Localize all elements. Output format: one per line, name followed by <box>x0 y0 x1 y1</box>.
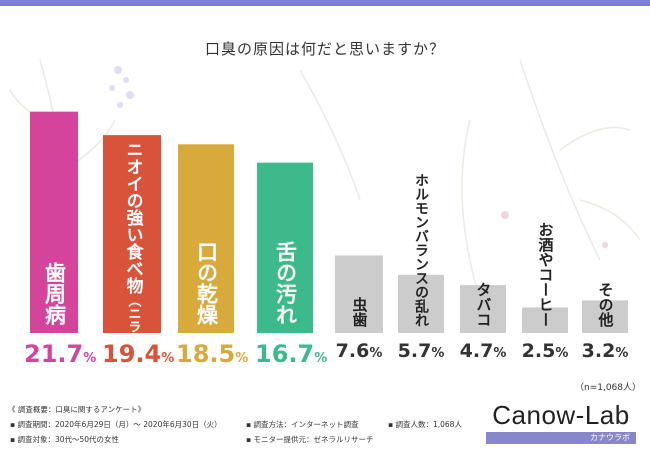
survey-monitor: ▪ モニター提供元：ゼネラルリサーチ <box>246 435 374 444</box>
survey-count: ▪ 調査人数：1,068人 <box>388 420 462 429</box>
bar-2 <box>103 135 161 333</box>
survey-method: ▪ 調査方法：インターネット調査 <box>246 420 359 429</box>
value-label-1: 21.7% <box>24 340 96 368</box>
top-accent-bar <box>0 0 650 6</box>
value-number-7: 4.7 <box>459 340 494 362</box>
value-label-4: 16.7% <box>255 340 327 368</box>
bar-label-text-2: ニオイの強い食べ物 <box>122 141 143 295</box>
value-label-7: 4.7% <box>453 340 513 362</box>
bar-label-text-8: お酒やコーヒー <box>536 222 555 327</box>
value-unit-8: % <box>555 346 569 361</box>
logo-sub: カナウラボ <box>590 433 630 442</box>
survey-period: ▪ 調査期間：2020年6月29日（月）～ 2020年6月30日（火） <box>10 420 222 429</box>
value-number-2: 19.4 <box>102 340 162 368</box>
value-number-9: 3.2 <box>581 340 616 362</box>
bar-5 <box>335 255 383 333</box>
bar-label-text-4: 舌の汚れ <box>273 241 298 325</box>
bar-label-text-6: ホルモンバランスの乱れ <box>413 173 429 327</box>
bar-label-6: ホルモンバランスの乱れ <box>413 173 429 327</box>
value-label-5: 7.6% <box>329 340 389 362</box>
bar-label-4: 舌の汚れ <box>273 241 298 325</box>
value-label-9: 3.2% <box>575 340 635 362</box>
bar-label-7: タバコ <box>474 282 493 327</box>
chart-title: 口臭の原因は何だと思いますか？ <box>204 40 445 58</box>
value-unit-6: % <box>431 346 445 361</box>
bar-label-8: お酒やコーヒー <box>536 222 555 327</box>
bar-label-text-7: タバコ <box>474 282 493 327</box>
value-unit-5: % <box>369 346 383 361</box>
value-number-5: 7.6 <box>335 340 370 362</box>
bar-label-sub-2: （ニラやニンニクなど） <box>125 294 141 438</box>
value-unit-9: % <box>615 346 629 361</box>
value-unit-1: % <box>83 351 97 366</box>
bar-9 <box>582 300 628 333</box>
bar-label-text-3: 口の乾燥 <box>194 241 219 325</box>
logo-subbar: カナウラボ <box>486 432 636 444</box>
bar-label-5: 虫歯 <box>350 297 369 327</box>
value-unit-3: % <box>235 351 249 366</box>
value-label-8: 2.5% <box>515 340 575 362</box>
bar-label-text-1: 歯周病 <box>42 262 67 325</box>
bar-label-text-5: 虫歯 <box>350 297 369 327</box>
bar-label-1: 歯周病 <box>42 262 67 325</box>
bar-3 <box>178 144 234 333</box>
bar-label-2: ニオイの強い食べ物（ニラやニンニクなど） <box>122 141 143 438</box>
value-number-1: 21.7 <box>24 340 84 368</box>
survey-target: ▪ 調査対象：30代～50代の女性 <box>10 435 120 444</box>
value-label-3: 18.5% <box>176 340 248 368</box>
value-label-2: 19.4% <box>102 340 174 368</box>
value-number-8: 2.5 <box>521 340 556 362</box>
bar-8 <box>522 307 568 333</box>
bar-label-text-9: その他 <box>596 282 615 327</box>
value-label-6: 5.7% <box>391 340 451 362</box>
bar-label-9: その他 <box>596 282 615 327</box>
value-number-6: 5.7 <box>397 340 432 362</box>
logo-text: Canow-Lab <box>492 400 630 430</box>
bar-6 <box>398 274 444 333</box>
survey-overview: 《 調査概要：口臭に関するアンケート》 <box>8 405 146 414</box>
value-number-3: 18.5 <box>176 340 236 368</box>
sample-size-note: （n=1,068人） <box>575 383 642 393</box>
bar-7 <box>460 285 506 333</box>
bar-label-3: 口の乾燥 <box>194 241 219 325</box>
value-number-4: 16.7 <box>255 340 315 368</box>
value-unit-2: % <box>161 351 175 366</box>
value-unit-7: % <box>493 346 507 361</box>
canow-lab-logo: Canow-Lab カナウラボ <box>486 400 636 444</box>
bar-4 <box>257 162 313 333</box>
value-unit-4: % <box>314 351 328 366</box>
bar-1 <box>30 111 78 333</box>
